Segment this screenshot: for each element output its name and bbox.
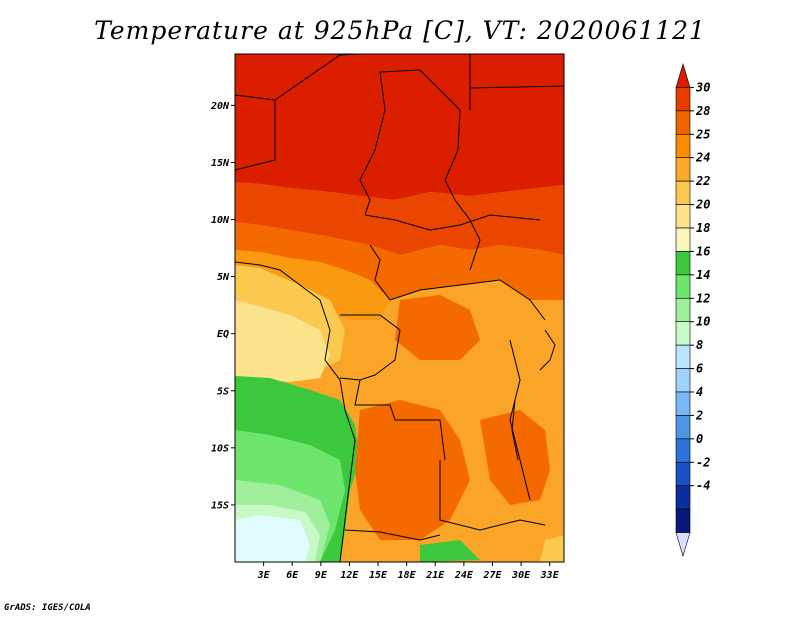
border-line [379, 69, 481, 271]
lon-label: 21E [425, 570, 445, 581]
latitude-axis: 20N 15N 10N 5N EQ 5S 10S 15S [210, 101, 235, 511]
field-22-south [540, 535, 564, 562]
lat-label: 15S [211, 500, 229, 511]
colorbar-swatch [675, 274, 691, 299]
lon-label: 3E [257, 570, 271, 581]
colorbar-label: 6 [696, 362, 703, 376]
border-line [469, 85, 565, 89]
coastline [234, 261, 356, 563]
colorbar-swatch [675, 391, 691, 416]
lake-victoria [539, 329, 556, 371]
colorbar-swatch [675, 133, 691, 159]
map-title: Temperature at 925hPa [C], VT: 202006112… [94, 16, 706, 45]
colorbar-swatch [675, 227, 691, 252]
lon-label: 6E [286, 570, 299, 581]
colorbar-swatch [675, 344, 691, 369]
colorbar-swatch [675, 485, 691, 510]
field-8 [235, 515, 310, 562]
border-line [359, 71, 386, 216]
field-28 [235, 182, 564, 255]
field-16-south [420, 540, 480, 562]
colorbar-label: 24 [695, 151, 710, 165]
lon-label: 9E [315, 570, 328, 581]
lat-label: 10S [211, 443, 229, 454]
colorbar-label: 14 [696, 268, 710, 282]
colorbar-swatch [675, 297, 691, 323]
colorbar-swatch [675, 532, 691, 558]
border-line [364, 214, 541, 231]
colorbar-swatch [675, 368, 691, 393]
colorbar-label: 0 [696, 432, 703, 446]
colorbar-swatch [675, 110, 691, 135]
lon-label: 12E [340, 570, 359, 581]
colorbar-label: 20 [695, 198, 710, 212]
colorbar-swatch [675, 438, 691, 463]
field-24 [235, 250, 390, 320]
colorbar-label: 4 [696, 385, 703, 399]
lat-label: 15N [211, 158, 230, 169]
lon-label: 24E [454, 570, 474, 581]
border-line [344, 529, 441, 541]
borders [234, 53, 565, 563]
lat-label: 10N [211, 215, 230, 226]
map-frame [234, 53, 565, 563]
field-30 [235, 54, 564, 200]
field-25-center [395, 295, 480, 360]
grads-credit: GrADS: IGES/COLA [4, 603, 91, 613]
colorbar-swatch [675, 180, 691, 205]
colorbar-swatch [675, 508, 691, 533]
border-line [234, 100, 276, 171]
colorbar-label: 22 [695, 174, 710, 188]
lat-label: 5N [217, 272, 230, 283]
colorbar-label: -4 [696, 479, 710, 493]
colorbar-label: 2 [695, 408, 703, 422]
field-20 [235, 300, 330, 382]
lake-tanganyika [511, 399, 519, 461]
colorbar-label: 30 [695, 80, 710, 94]
border-line [439, 460, 546, 531]
colorbar-swatch [675, 157, 691, 182]
colorbar-label: 28 [695, 104, 710, 118]
colorbar-label: 12 [696, 291, 710, 305]
border-line [389, 279, 546, 321]
lon-label: 15E [369, 570, 388, 581]
colorbar-swatch [675, 87, 691, 112]
colorbar-label: 25 [695, 127, 710, 141]
lon-label: 18E [398, 570, 417, 581]
border-line [354, 379, 446, 461]
lon-label: 30E [511, 570, 531, 581]
colorbar-label: 16 [696, 244, 710, 258]
colorbar-swatch [675, 62, 691, 88]
colorbar-swatch [675, 461, 691, 487]
lat-label: 5S [217, 386, 229, 397]
temperature-field [235, 54, 564, 562]
lon-label: 27E [482, 570, 502, 581]
colorbar-label: 8 [696, 338, 703, 352]
border-line [369, 244, 391, 301]
field-25-southeast [480, 410, 550, 505]
border-line [509, 339, 531, 501]
colorbar-label: 18 [696, 221, 710, 235]
colorbar-swatch [675, 321, 691, 346]
lat-label: 20N [210, 101, 230, 112]
colorbar-swatch [675, 415, 691, 440]
colorbar-swatch [675, 204, 691, 229]
field-25 [235, 222, 564, 300]
lat-label: EQ [217, 329, 229, 340]
field-25-south [355, 400, 470, 540]
colorbar-label: -2 [696, 455, 710, 469]
colorbar-label: 10 [696, 315, 710, 329]
longitude-axis: 3E 6E 9E 12E 15E 18E 21E 24E 27E 30E 33E [257, 562, 560, 581]
lon-label: 33E [540, 570, 560, 581]
colorbar-swatch [675, 251, 691, 276]
